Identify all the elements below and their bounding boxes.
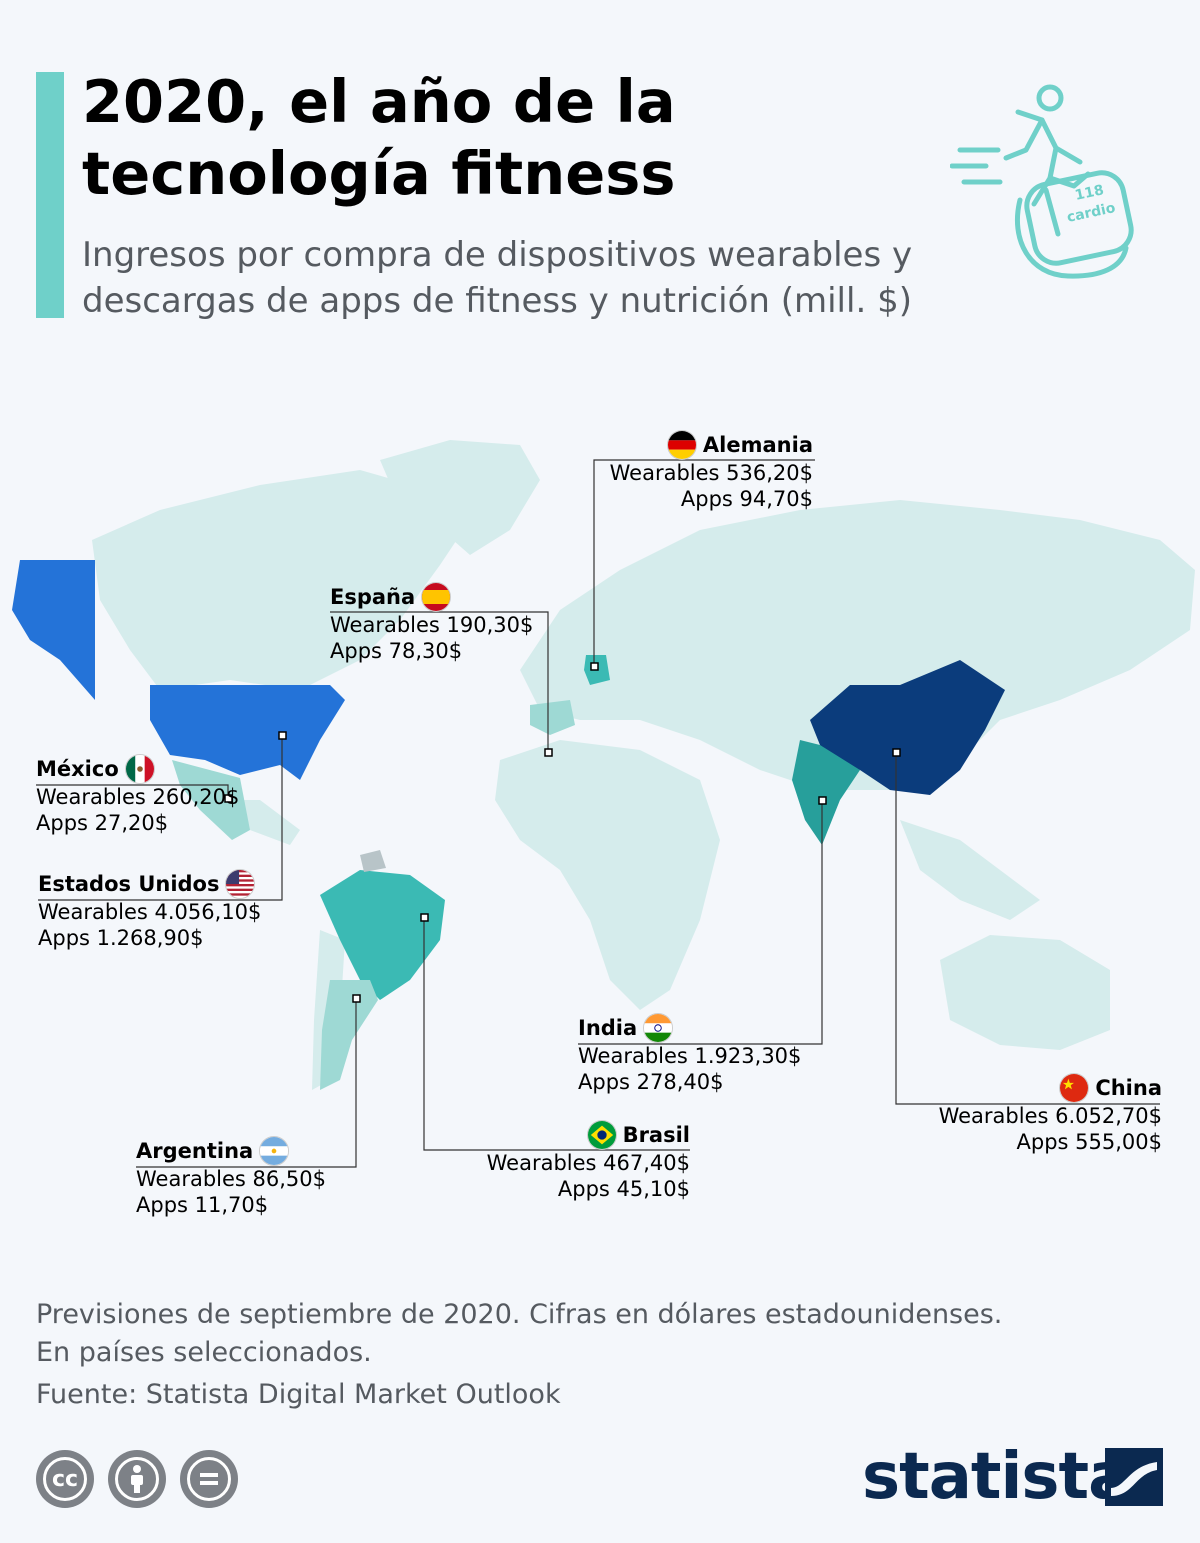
country-name: España [330,585,416,609]
land-australia [940,935,1110,1050]
apps-value: Apps 45,10$ [557,1177,690,1201]
wearables-value: Wearables 467,40$ [486,1151,690,1175]
apps-value: Apps 27,20$ [36,811,169,835]
subtitle-line-1: Ingresos por compra de dispositivos wear… [82,235,913,275]
world-map [12,440,1195,1168]
callout-mexico: México Wearables 260,20$ Apps 27,20$ [36,754,239,836]
land-greenland [380,440,540,555]
footnote: Previsiones de septiembre de 2020. Cifra… [36,1296,1136,1372]
subtitle-line-2: descargas de apps de fitness y nutrición… [82,281,912,321]
accent-bar [36,72,64,318]
country-name: India [578,1016,638,1040]
wearables-value: Wearables 4.056,10$ [38,900,262,924]
wearables-value: Wearables 6.052,70$ [938,1104,1162,1128]
callout-china: China Wearables 6.052,70$ Apps 555,00$ [930,1073,1162,1155]
land-china [810,660,1005,795]
country-name: Estados Unidos [38,872,220,896]
apps-value: Apps 11,70$ [136,1193,269,1217]
callout-espana: España Wearables 190,30$ Apps 78,30$ [330,582,533,664]
flag-argentina-icon [259,1136,290,1166]
callout-alemania: Alemania Wearables 536,20$ Apps 94,70$ [600,430,813,512]
watch-label: cardio [1066,200,1118,226]
license-icons: cc [36,1450,238,1508]
land-spain [530,700,575,735]
wearables-value: Wearables 86,50$ [136,1167,327,1191]
subtitle: Ingresos por compra de dispositivos wear… [82,232,1002,324]
callout-estados-unidos: Estados Unidos Wearables 4.056,10$ Apps … [38,869,261,951]
country-name: China [1095,1076,1162,1100]
land-alaska [12,560,95,700]
statista-logo[interactable]: statista [862,1440,1131,1514]
apps-value: Apps 94,70$ [680,487,813,511]
flag-india-icon [643,1013,674,1043]
flag-mexico-icon [124,754,155,784]
land-se-asia [900,820,1040,920]
land-usa [150,685,345,780]
flag-spain-icon [421,582,452,612]
apps-value: Apps 1.268,90$ [38,926,204,950]
country-name: Brasil [622,1123,690,1147]
land-argentina [320,980,378,1090]
attribution-icon[interactable] [108,1450,166,1508]
source-text: Fuente: Statista Digital Market Outlook [36,1379,561,1410]
land-other [92,440,1195,1090]
wearables-value: Wearables 536,20$ [609,461,813,485]
land-guyanas [360,850,386,872]
land-europe-asia [520,500,1195,790]
footnote-line-1: Previsiones de septiembre de 2020. Cifra… [36,1299,1003,1330]
marker-points [224,662,901,1003]
running-smartwatch-icon: 118 cardio [950,84,1134,279]
leader-lines [36,459,1160,1168]
country-name: Argentina [136,1139,254,1163]
watch-number: 118 [1074,182,1106,204]
land-canada [92,470,470,690]
wearables-value: Wearables 260,20$ [36,785,240,809]
flag-usa-icon [225,869,256,899]
land-mexico [172,760,250,840]
land-brazil [320,870,445,1000]
wearables-value: Wearables 1.923,30$ [578,1044,802,1068]
statista-logo-mark-icon [1105,1448,1163,1506]
footnote-line-2: En países seleccionados. [36,1337,372,1368]
page-title: 2020, el año de la tecnología fitness [82,66,882,210]
apps-value: Apps 278,40$ [578,1070,724,1094]
land-india [792,740,860,845]
flag-germany-icon [666,430,697,460]
callout-brasil: Brasil Wearables 467,40$ Apps 45,10$ [470,1120,690,1202]
apps-value: Apps 555,00$ [1016,1130,1162,1154]
wearables-value: Wearables 190,30$ [330,613,534,637]
cc-icon[interactable]: cc [36,1450,94,1508]
callout-india: India Wearables 1.923,30$ Apps 278,40$ [578,1013,801,1095]
callout-argentina: Argentina Wearables 86,50$ Apps 11,70$ [136,1136,326,1218]
apps-value: Apps 78,30$ [330,639,463,663]
land-africa [495,740,720,1010]
flag-china-icon [1059,1073,1090,1103]
title-line-1: 2020, el año de la [82,67,676,136]
title-line-2: tecnología fitness [82,139,676,208]
country-name: México [36,757,119,781]
flag-brazil-icon [586,1120,617,1150]
country-name: Alemania [702,433,813,457]
no-derivatives-icon[interactable] [180,1450,238,1508]
